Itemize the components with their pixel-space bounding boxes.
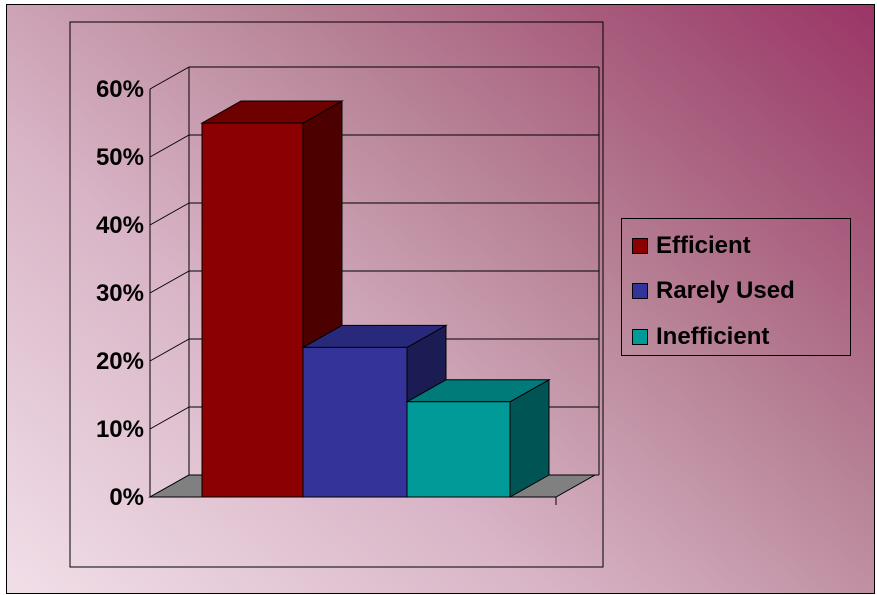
y-tick-label-0: 0%	[109, 484, 144, 511]
side-gridline-6	[149, 66, 190, 90]
y-tick-label-1: 10%	[96, 416, 144, 443]
y-tick-label-4: 40%	[96, 212, 144, 239]
side-gridline-5	[149, 134, 190, 158]
side-gridline-3	[149, 270, 190, 294]
side-gridline-1	[149, 406, 190, 430]
bar-chart-3d: 0% 10% 20% 30% 40% 50% 60%	[69, 21, 604, 568]
bar-inefficient-front	[406, 401, 511, 498]
y-tick-label-5: 50%	[96, 144, 144, 171]
legend-swatch-rarely-used	[632, 283, 648, 299]
chart-frame: 0% 10% 20% 30% 40% 50% 60%	[6, 4, 875, 594]
bar-rarely-used	[301, 324, 448, 498]
bar-efficient-front	[201, 122, 304, 498]
legend-swatch-inefficient	[632, 329, 648, 345]
bar-inefficient	[405, 378, 551, 498]
legend-item-efficient: Efficient	[632, 231, 751, 261]
bar-efficient	[200, 100, 344, 498]
legend-label-inefficient: Inefficient	[656, 323, 770, 350]
legend-item-inefficient: Inefficient	[632, 322, 769, 352]
y-tick-label-2: 20%	[96, 348, 144, 375]
y-tick-label-3: 30%	[96, 280, 144, 307]
y-tick-label-6: 60%	[96, 76, 144, 103]
side-gridline-4	[149, 202, 190, 226]
chart-legend: Efficient Rarely Used Inefficient	[621, 218, 851, 356]
legend-item-rarely-used: Rarely Used	[632, 276, 795, 306]
legend-label-rarely-used: Rarely Used	[656, 277, 795, 304]
side-gridline-2	[149, 338, 190, 362]
bar-rarely-used-front	[302, 346, 408, 498]
plot-area-border	[69, 21, 604, 568]
legend-label-efficient: Efficient	[656, 232, 751, 259]
legend-swatch-efficient	[632, 238, 648, 254]
